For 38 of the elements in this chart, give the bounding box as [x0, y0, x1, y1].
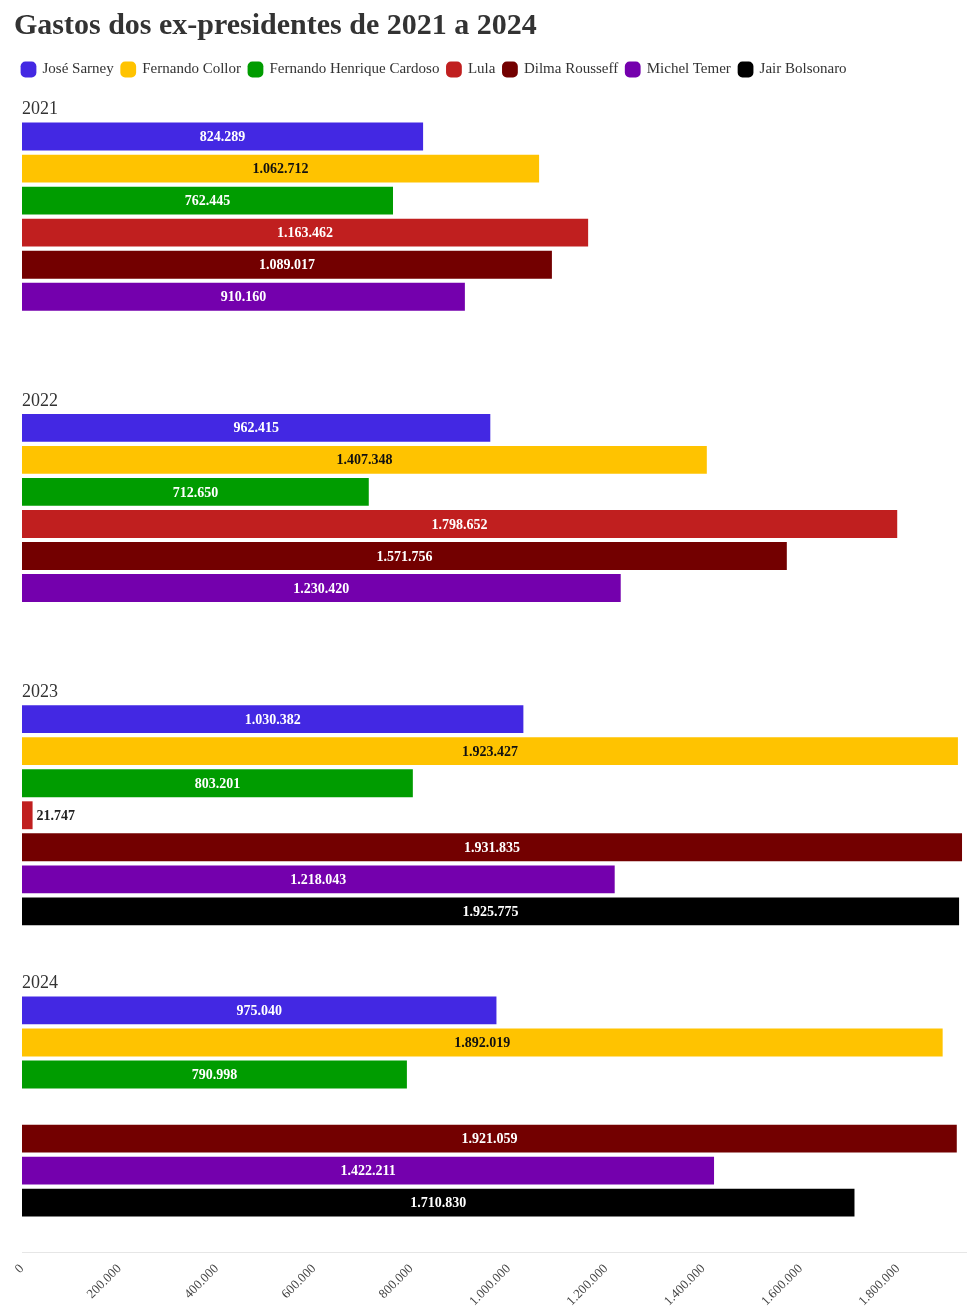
- legend-label: Fernando Henrique Cardoso: [269, 60, 440, 77]
- data-label: 1.422.211: [340, 1163, 396, 1179]
- chart-title: Gastos dos ex-presidentes de 2021 a 2024: [14, 6, 537, 40]
- data-label: 1.925.775: [462, 903, 519, 919]
- data-label: 1.798.652: [431, 516, 488, 532]
- y-tick-label: 2022: [22, 389, 58, 410]
- data-label: 1.931.835: [464, 839, 521, 855]
- legend-label: Dilma Rousseff: [523, 60, 619, 77]
- data-label: 1.710.830: [410, 1195, 467, 1211]
- data-label: 1.218.043: [290, 871, 347, 887]
- legend-label: José Sarney: [42, 60, 115, 77]
- data-label: 712.650: [172, 484, 219, 500]
- data-label: 1.163.462: [277, 225, 334, 241]
- data-label: 975.040: [236, 1003, 282, 1019]
- data-label: 962.415: [233, 420, 279, 436]
- data-label: 1.892.019: [454, 1035, 511, 1051]
- data-label: 1.407.348: [336, 452, 393, 468]
- data-label: 1.030.382: [244, 711, 301, 727]
- data-label: 1.923.427: [461, 743, 518, 759]
- data-label: 1.230.420: [293, 580, 350, 596]
- x-tick-label: 0: [11, 1260, 27, 1276]
- data-label: 824.289: [199, 129, 246, 145]
- y-tick-label: 2024: [22, 972, 58, 993]
- data-label: 1.062.712: [252, 161, 309, 177]
- data-label: 803.201: [194, 775, 241, 791]
- legend-label: Jair Bolsonaro: [759, 60, 847, 77]
- data-label: 790.998: [191, 1067, 238, 1083]
- y-tick-label: 2021: [22, 98, 58, 119]
- data-label: 21.747: [36, 807, 76, 823]
- data-label: 910.160: [220, 289, 267, 305]
- legend-label: Lula: [467, 60, 496, 77]
- data-label: 1.089.017: [258, 257, 315, 273]
- data-label: 1.571.756: [376, 548, 433, 564]
- y-tick-label: 2023: [22, 681, 58, 702]
- data-label: 762.445: [184, 193, 231, 209]
- legend-label: Fernando Collor: [142, 60, 241, 77]
- data-label: 1.921.059: [461, 1131, 518, 1147]
- legend-label: Michel Temer: [646, 60, 731, 77]
